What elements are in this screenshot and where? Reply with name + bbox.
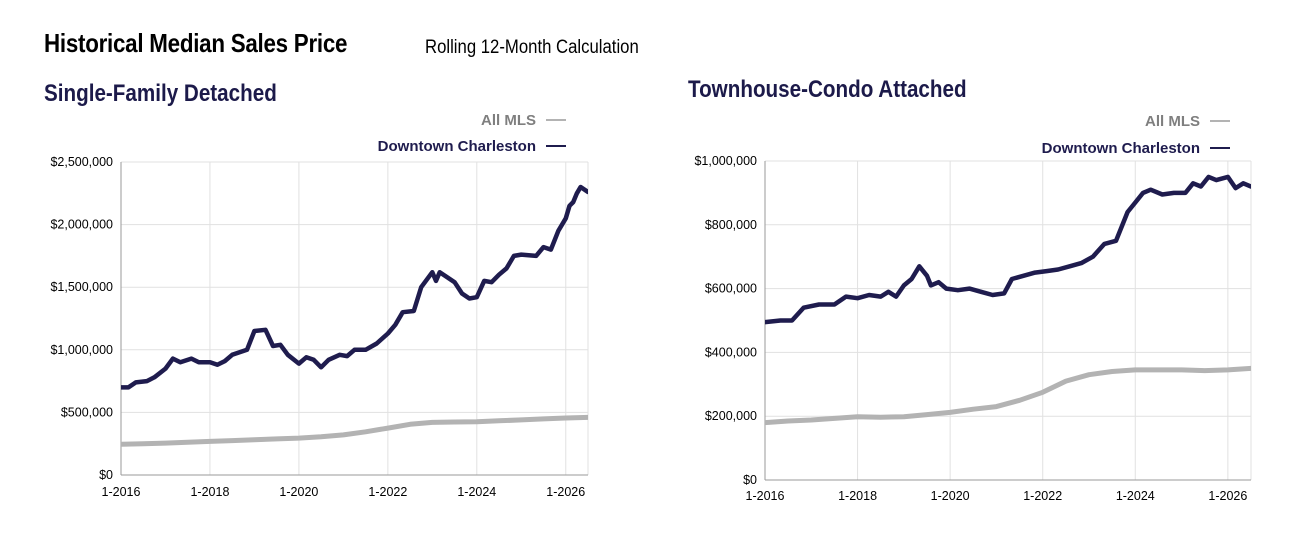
legend: All MLS Downtown Charleston <box>1042 113 1230 157</box>
gridlines <box>121 161 589 475</box>
series-line-all-mls <box>765 365 1251 426</box>
y-tick-label: $0 <box>99 468 113 482</box>
x-tick-label: 1-2024 <box>457 485 496 499</box>
axes: $0 $500,000 $1,000,000 $1,500,000 $2,000,000… <box>50 155 588 499</box>
page-subtitle: Rolling 12-Month Calculation <box>425 37 639 58</box>
x-tick-label: 1-2018 <box>838 489 877 503</box>
series-line-downtown-charleston <box>765 174 1251 325</box>
series-line-downtown-charleston <box>121 184 588 390</box>
y-tick-label: $600,000 <box>705 282 757 296</box>
axes: $0 $200,000 $400,000 $600,000 $800,000 $1,000… <box>694 154 1251 503</box>
legend-label-all-mls: All MLS <box>481 112 536 129</box>
chart-title-single-family: Single-Family Detached <box>44 80 277 107</box>
chart-title-townhouse-condo: Townhouse-Condo Attached <box>688 76 967 103</box>
x-tick-label: 1-2020 <box>279 485 318 499</box>
y-tick-label: $400,000 <box>705 345 757 359</box>
x-tick-label: 1-2026 <box>546 485 585 499</box>
legend-label-downtown-charleston: Downtown Charleston <box>1042 140 1200 157</box>
legend-label-all-mls: All MLS <box>1145 113 1200 130</box>
series-line-all-mls <box>121 414 588 447</box>
single-family-chart: $0 $500,000 $1,000,000 $1,500,000 $2,000,000… <box>50 112 589 499</box>
y-tick-label: $200,000 <box>705 409 757 423</box>
x-tick-label: 1-2020 <box>931 489 970 503</box>
y-tick-label: $800,000 <box>705 218 757 232</box>
x-tick-label: 1-2016 <box>102 485 141 499</box>
x-tick-label: 1-2022 <box>368 485 407 499</box>
x-tick-label: 1-2026 <box>1208 489 1247 503</box>
x-tick-label: 1-2022 <box>1023 489 1062 503</box>
y-tick-label: $500,000 <box>61 405 113 419</box>
report-header: Historical Median Sales Price <box>44 28 397 59</box>
page-title: Historical Median Sales Price <box>44 28 348 58</box>
legend-label-downtown-charleston: Downtown Charleston <box>378 138 536 155</box>
y-tick-label: $1,000,000 <box>694 154 757 168</box>
y-tick-label: $2,500,000 <box>50 155 113 169</box>
y-tick-label: $1,000,000 <box>50 343 113 357</box>
legend: All MLS Downtown Charleston <box>378 112 566 155</box>
y-tick-label: $0 <box>743 473 757 487</box>
x-tick-label: 1-2018 <box>190 485 229 499</box>
x-tick-label: 1-2024 <box>1116 489 1155 503</box>
x-tick-label: 1-2016 <box>746 489 785 503</box>
y-tick-label: $2,000,000 <box>50 218 113 232</box>
y-tick-label: $1,500,000 <box>50 280 113 294</box>
gridlines <box>765 160 1252 480</box>
